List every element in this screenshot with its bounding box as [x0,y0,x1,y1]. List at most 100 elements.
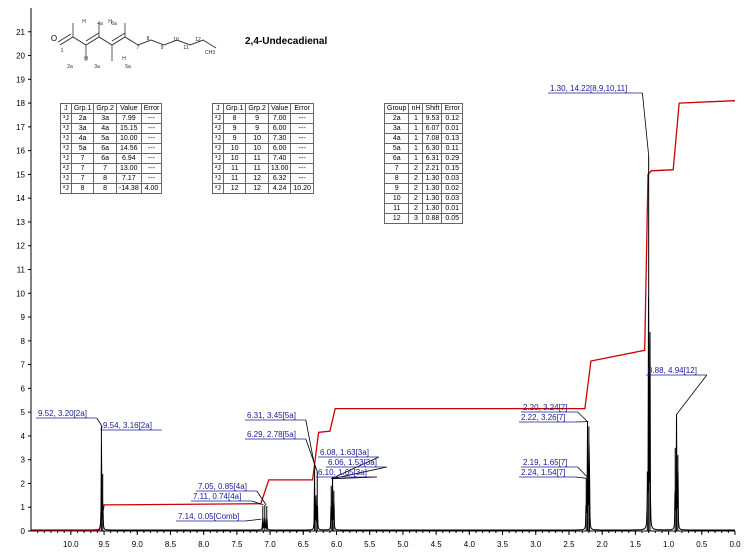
coupling-table-1-header-cell: Value [115,103,142,114]
coupling-table-2-row: ³J 10 11 7.40 --- [212,153,314,164]
shift-table-cell: 2 [408,173,424,184]
coupling-table-2-cell: --- [290,113,314,124]
x-tick-label: 9.0 [132,540,144,549]
peak-annotation-label: 2.24, 1.54[7] [521,468,565,477]
shift-table-row: 9 2 1.30 0.02 [383,183,463,194]
coupling-table-2-cell: 8 [222,113,247,124]
shift-table-cell: 2.21 [422,163,443,174]
coupling-table-1-cell: --- [140,133,163,144]
structure-label: 10 [173,37,179,43]
shift-table-cell: 1 [408,153,424,164]
structure-label: H [122,56,126,62]
structure-label: CH3 [205,50,215,56]
x-tick-label: 2.0 [597,540,609,549]
coupling-table-1-cell: 15.15 [115,123,142,134]
coupling-table-1-row: ²J 7 7 13.00 --- [60,163,163,174]
shift-table-header-row: Group nH Shift Error [383,103,463,114]
x-tick-label: 7.5 [231,540,243,549]
peak-annotation-label: 1.30, 14.22[8,9,10,11] [550,84,627,93]
shift-table-row: 10 2 1.30 0.03 [383,193,463,204]
structure-label: 6a [111,21,117,27]
shift-table-row: 4a 1 7.08 0.13 [383,133,463,144]
coupling-table-2-header-cell: Value [267,103,292,114]
structure-label: H [108,19,112,25]
peak-annotation-label: 7.14, 0.05[Comb] [178,512,239,521]
peak-annotation-label: 9.54, 3.16[2a] [103,421,152,430]
peak-annotation-leader [305,438,318,472]
shift-table-cell: 6.07 [422,123,443,134]
shift-table-cell: 0.01 [441,203,463,214]
x-tick-label: 9.5 [98,540,110,549]
coupling-table-2-cell: ²J [212,163,224,174]
coupling-table-1-cell: --- [140,173,163,184]
structure-label: 12 [195,37,201,43]
coupling-table-2-cell: 11 [222,173,247,184]
coupling-table-2-header-cell: J [212,103,224,114]
coupling-table-1-cell: ³J [60,123,72,134]
x-tick-label: 8.0 [198,540,210,549]
shift-table-cell: 0.29 [441,153,463,164]
coupling-table-2-cell: 12 [222,183,247,194]
coupling-table-2-cell: ²J [212,183,224,194]
peak-annotation-label: 6.08, 1.63[3a] [320,448,369,457]
peak-annotation-label: 9.52, 3.20[2a] [38,409,87,418]
peak-annotation-leader [333,476,377,480]
shift-table-header-cell: Group [383,103,410,114]
coupling-table-1-cell: 7 [93,163,117,174]
coupling-table-1-cell: --- [140,163,163,174]
y-tick-label: 18 [16,99,25,108]
shift-table-cell: 0.13 [441,133,463,144]
coupling-table-1-cell: --- [140,143,163,154]
shift-table-cell: 0.05 [441,213,463,224]
shift-table-row: 8 2 1.30 0.03 [383,173,463,184]
peak-annotation-leader [577,466,590,479]
coupling-table-2-cell: 11 [245,153,269,164]
peak-annotation-label: 7.11, 0.74[4a] [193,492,241,501]
coupling-table-2-header-cell: Grp.1 [222,103,247,114]
coupling-table-2-header-row: J Grp.1 Grp.2 Value Error [212,103,314,114]
coupling-table-1-cell: 8 [70,183,95,194]
shift-table-cell: 1 [408,133,424,144]
coupling-table-1-cell: --- [140,153,163,164]
coupling-table-1-row: ³J 4a 5a 10.00 --- [60,133,163,144]
x-tick-label: 0.0 [729,540,741,549]
coupling-table-2-cell: --- [290,133,314,144]
double-bond [85,32,100,42]
coupling-table-1-cell: 14.56 [115,143,142,154]
coupling-table-1-cell: 5a [93,133,117,144]
peak-annotation-label: 6.10, 1.65[3a] [318,468,367,477]
coupling-table-2-cell: 7.40 [267,153,292,164]
y-tick-label: 10 [16,289,25,298]
coupling-table-1-cell: 7.99 [115,113,142,124]
coupling-table-1-cell: --- [140,113,163,124]
peak-annotation-leader [96,417,103,427]
coupling-table-1-row: ²J 8 8 -14.38 4.00 [60,183,163,194]
coupling-table-2-row: ³J 9 10 7.30 --- [212,133,314,144]
peak-annotation-leader [256,490,267,506]
x-tick-label: 8.5 [165,540,177,549]
coupling-table-1-cell: 7.17 [115,173,142,184]
y-tick-label: 6 [21,384,26,393]
coupling-table-1-cell: 6a [93,143,117,154]
coupling-table-1-cell: -14.38 [115,183,142,194]
coupling-table-2-cell: 10 [245,143,269,154]
coupling-table-1-cell: 10.00 [115,133,142,144]
x-tick-label: 0.5 [696,540,708,549]
coupling-table-1-cell: 4a [93,123,117,134]
y-tick-label: 20 [16,52,25,61]
shift-table-cell: 0.12 [441,113,463,124]
shift-table-header-cell: Shift [422,103,443,114]
coupling-table-1-row: ³J 7 8 7.17 --- [60,173,163,184]
coupling-table-1-header-cell: J [60,103,72,114]
coupling-table-2-cell: 13.00 [267,163,292,174]
coupling-table-2-cell: ²J [212,143,224,154]
x-tick-label: 1.0 [663,540,675,549]
shift-table-cell: 0.15 [441,163,463,174]
coupling-table-1-cell: 8 [93,173,117,184]
coupling-table-1: J Grp.1 Grp.2 Value Error ³J 2a 3a 7.99 --- ³J 3a 4a… [60,103,163,194]
shift-table-cell: 0.88 [422,213,443,224]
shift-table-cell: 2 [408,203,424,214]
shift-table-row: 11 2 1.30 0.01 [383,203,463,214]
y-tick-label: 9 [21,313,26,322]
coupling-table-1-header-cell: Grp.1 [70,103,95,114]
